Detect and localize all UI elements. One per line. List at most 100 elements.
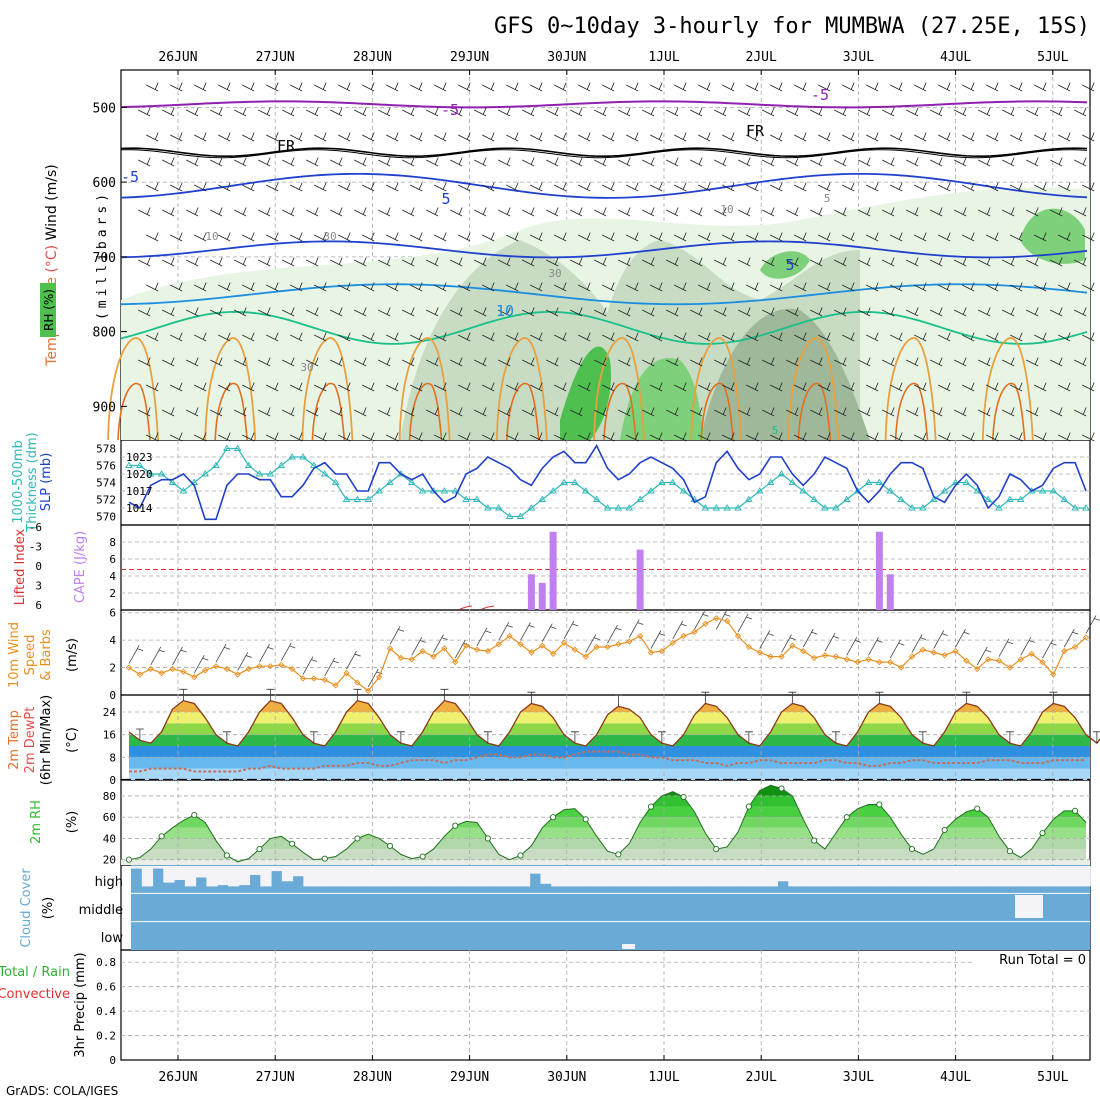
wind-barb: [794, 282, 807, 292]
wind-barb: [906, 207, 919, 217]
rh-band: [129, 849, 1086, 862]
thickness-point: [288, 453, 296, 460]
wind-barb: [242, 182, 255, 192]
wind-barb-10m: [802, 628, 818, 648]
wind-speed-point: [473, 646, 481, 653]
date-label-top: 30JUN: [547, 50, 586, 65]
wind-barb: [210, 257, 223, 267]
thickness-point: [755, 487, 764, 494]
wind-barb: [930, 157, 943, 167]
wind-speed-point: [636, 632, 644, 640]
wind-barb: [434, 182, 447, 192]
wind-barb: [810, 357, 823, 367]
wind-barb: [698, 232, 711, 242]
wind-barb-10m: [933, 630, 948, 649]
wind-speed-point: [626, 638, 633, 645]
cloud-high-gap: [260, 866, 272, 887]
wind-barb: [330, 157, 343, 167]
wind-barb: [746, 132, 759, 142]
wind-barb: [698, 82, 711, 92]
thickness-point: [168, 478, 177, 485]
isotherm-20: [981, 337, 1034, 441]
wind-barb: [186, 357, 199, 367]
wind-barb: [666, 107, 679, 117]
wind-barb: [834, 157, 847, 167]
wind-barb: [890, 282, 903, 292]
wind-barb: [242, 232, 255, 242]
rh-point: [484, 835, 491, 842]
cloud-high-gap: [1068, 866, 1080, 887]
thickness-point: [505, 512, 514, 519]
wind-barb: [506, 282, 519, 292]
cloud-high-gap: [648, 866, 660, 887]
wind-barb: [330, 257, 343, 267]
cloud-high-gap: [1014, 866, 1026, 887]
wind-speed-point: [517, 641, 524, 648]
wind-barb: [794, 82, 807, 92]
wind-barb: [434, 382, 447, 392]
wind-barb: [138, 307, 151, 317]
thickness-point: [614, 504, 623, 511]
wind-barb: [714, 307, 727, 317]
isotherm-20: [690, 337, 743, 441]
wind-barb: [746, 332, 759, 342]
cloud-high-gap: [842, 866, 854, 887]
wind-barb: [138, 107, 151, 117]
wind-barb: [426, 307, 439, 317]
wind-barb: [314, 182, 327, 192]
wind-barb: [1050, 257, 1063, 267]
wind-barb: [290, 232, 303, 242]
wind-barb: [1058, 332, 1071, 342]
wind-barb: [482, 132, 495, 142]
wind-barb: [594, 257, 607, 267]
wind-barb: [218, 182, 231, 192]
temp-band: [129, 712, 1090, 724]
cloud-high-gap: [465, 866, 477, 887]
wind-speed-point: [256, 663, 263, 670]
wind-barb: [1002, 357, 1015, 367]
wind-barb: [306, 307, 319, 317]
wind-barb: [666, 207, 679, 217]
wind-barb: [794, 432, 807, 442]
cloud-high-gap: [896, 866, 908, 887]
wind-barb: [1082, 382, 1095, 392]
temp-label: (6hr Min/Max): [39, 695, 54, 785]
cloud-high-gap: [335, 866, 348, 887]
wind-barb: [530, 232, 543, 242]
wind-barb: [642, 107, 655, 117]
wind-barb-10m: [694, 611, 709, 630]
wind-barb: [954, 307, 967, 317]
wind-barb: [330, 357, 343, 367]
wind-unit: (m/s): [65, 638, 80, 672]
wind-barb: [842, 332, 855, 342]
thickness-point: [353, 495, 362, 502]
wind-barb: [978, 157, 991, 167]
wind-barb: [650, 132, 663, 142]
contour-label: 30: [323, 230, 336, 243]
wind-barb: [1050, 107, 1063, 117]
wind-barb-10m: [846, 637, 861, 656]
wind-barb: [1034, 282, 1047, 292]
wind-barb: [314, 332, 327, 342]
rh-bands: [129, 785, 1086, 862]
cape-tick: 6: [109, 553, 116, 566]
wind-speed-point: [767, 653, 774, 660]
wind-barb: [258, 157, 271, 167]
wind-barb-10m: [585, 634, 600, 653]
wind-barb: [930, 207, 943, 217]
temp-maxmin-bar: [657, 731, 666, 744]
date-label-top: 26JUN: [158, 50, 197, 65]
temp-band: [129, 757, 1090, 769]
rh-point: [158, 833, 165, 840]
wind10m-panel: 6 4 2 0 10m Wind Speed & Barbs (m/s): [7, 607, 1100, 702]
wind-barb: [1074, 357, 1087, 367]
wind-barb: [522, 257, 535, 267]
wind-speed-point: [941, 652, 948, 659]
wind-barb: [738, 307, 751, 317]
wind-barb: [1058, 282, 1071, 292]
wind-barb: [650, 332, 663, 342]
wind-speed-point: [582, 653, 589, 660]
thickness-point: [658, 478, 666, 485]
dewpoint-line: [129, 750, 1086, 773]
wind-barb: [786, 107, 799, 117]
